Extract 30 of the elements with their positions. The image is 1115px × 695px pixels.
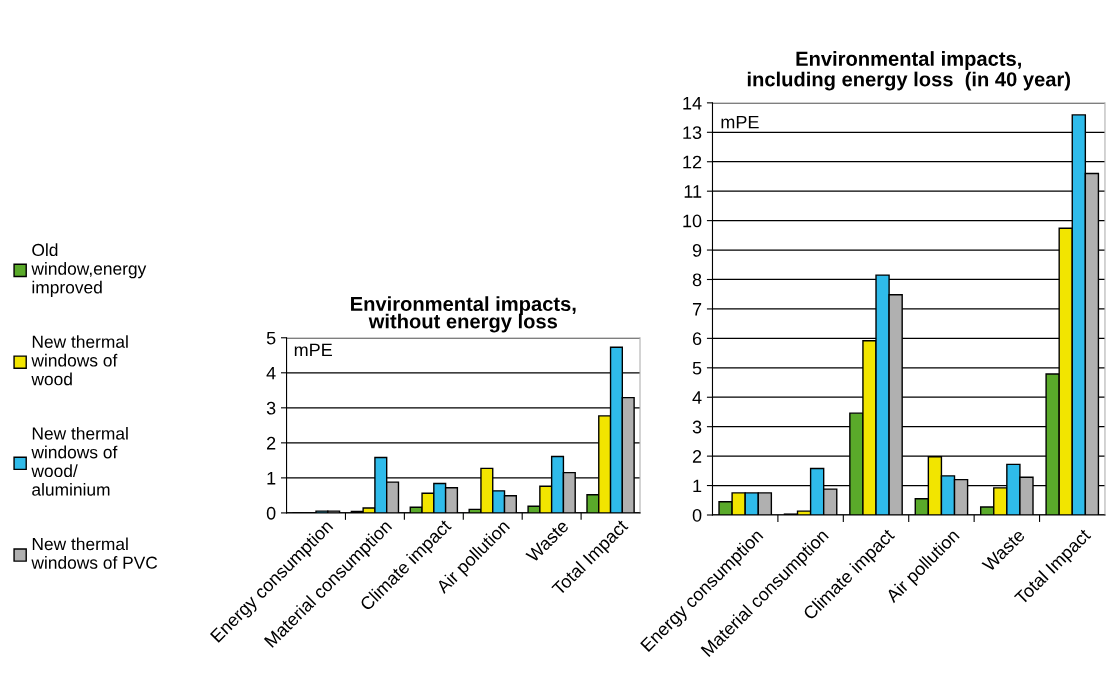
y-axis-title: mPE xyxy=(294,343,332,357)
chart-title: Environmental impacts, xyxy=(796,51,1021,70)
y-tick-label: 13 xyxy=(683,126,702,140)
y-tick-label: 5 xyxy=(266,331,276,345)
y-tick-label: 9 xyxy=(692,243,702,257)
y-tick-label: 3 xyxy=(692,420,702,434)
y-tick-label: 0 xyxy=(266,506,276,520)
legend-label: New thermal windows of wood/ aluminium xyxy=(31,426,128,496)
y-tick-label: 3 xyxy=(266,401,276,415)
chart-subtitle: without energy loss xyxy=(368,313,558,333)
y-tick-label: 2 xyxy=(267,436,276,450)
legend-label: Old window,energy improved xyxy=(31,243,147,297)
y-tick-label: 6 xyxy=(692,332,702,346)
chart-subtitle: including energy loss (in 40 year) xyxy=(747,71,1071,91)
y-tick-label: 2 xyxy=(692,450,702,463)
y-tick-label: 14 xyxy=(683,96,702,110)
y-tick-label: 4 xyxy=(692,391,702,404)
y-tick-label: 4 xyxy=(266,366,276,380)
y-tick-label: 11 xyxy=(684,185,702,198)
y-tick-label: 7 xyxy=(692,303,702,316)
y-tick-label: 10 xyxy=(683,214,702,228)
legend-label: New thermal windows of wood xyxy=(31,335,128,386)
y-tick-label: 12 xyxy=(683,155,702,169)
y-tick-label: 0 xyxy=(692,508,702,522)
y-tick-label: 1 xyxy=(693,479,702,493)
y-tick-label: 8 xyxy=(692,273,702,287)
legend-label: New thermal windows of PVC xyxy=(31,537,158,569)
y-tick-label: 5 xyxy=(692,361,702,375)
y-tick-label: 1 xyxy=(267,472,276,485)
y-axis-title: mPE xyxy=(721,115,759,129)
